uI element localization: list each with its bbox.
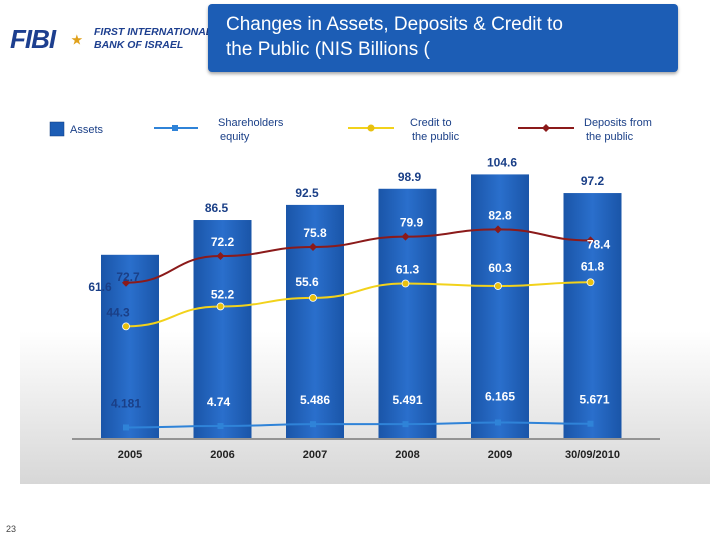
x-tick-label: 2007: [303, 449, 327, 461]
assets-data-label: 92.5: [295, 186, 319, 200]
x-tick-label: 2009: [488, 449, 512, 461]
equity-data-label: 5.486: [300, 393, 330, 407]
page-title: Changes in Assets, Deposits & Credit to …: [226, 12, 666, 62]
equity-data-label: 6.165: [485, 389, 515, 403]
equity-point: [495, 419, 501, 426]
deposits-point: [122, 278, 130, 287]
equity-data-label: 5.671: [579, 393, 609, 407]
logo-line-2: BANK OF ISRAEL: [94, 39, 184, 51]
equity-point: [587, 420, 594, 427]
deposits-data-label: 72.2: [211, 235, 235, 249]
assets-bar: [378, 188, 437, 438]
equity-line: [125, 421, 591, 429]
logo-line-1: FIRST INTERNATIONAL: [94, 26, 213, 38]
legend-credit-marker: [367, 124, 375, 132]
credit-data-label: 60.3: [488, 261, 512, 275]
assets-data-label: 97.2: [581, 174, 605, 188]
deposits-data-label: 79.9: [400, 216, 424, 230]
assets-bar: [286, 204, 344, 438]
legend-deposits-label-1: Deposits from: [584, 117, 652, 129]
header: FIBI ⭑ FIRST INTERNATIONAL BANK OF ISRAE…: [0, 0, 720, 78]
assets-data-label: 104.6: [487, 155, 517, 169]
credit-point: [586, 278, 595, 287]
legend-assets-swatch: [49, 121, 65, 137]
credit-line: [125, 281, 591, 328]
credit-data-label: 61.8: [581, 259, 605, 273]
x-tick-label: 2006: [210, 449, 234, 461]
logo-glyph-icon: ⭑: [72, 29, 82, 49]
equity-point: [123, 424, 129, 431]
credit-data-label: 52.2: [211, 287, 235, 301]
legend-equity-marker: [172, 125, 178, 131]
equity-data-label: 5.491: [392, 393, 422, 407]
deposits-data-label: 75.8: [303, 226, 327, 240]
deposits-line: [125, 228, 591, 284]
logo-mark: FIBI: [10, 24, 56, 54]
x-tick-label: 30/09/2010: [565, 449, 620, 461]
equity-data-label: 4.181: [111, 396, 141, 410]
deposits-data-label: 61.6: [88, 280, 112, 294]
assets-bar: [101, 254, 159, 438]
deposits-point: [586, 236, 595, 245]
legend-deposits-marker: [542, 124, 550, 132]
deposits-data-label: 82.8: [488, 208, 512, 222]
deposits-point: [494, 225, 502, 234]
credit-data-label: 61.3: [396, 263, 420, 277]
equity-point: [217, 423, 224, 430]
assets-bar: [563, 193, 622, 438]
equity-point: [310, 421, 316, 428]
title-line-1: Changes in Assets, Deposits & Credit to: [226, 14, 563, 35]
credit-data-label: 55.6: [295, 275, 319, 289]
credit-point: [216, 302, 225, 311]
equity-data-label: 4.74: [207, 395, 231, 409]
credit-data-label: 44.3: [106, 305, 130, 319]
equity-point: [402, 421, 409, 428]
deposits-point: [216, 252, 225, 261]
x-tick-label: 2005: [118, 449, 142, 461]
x-tick-label: 2008: [395, 449, 419, 461]
credit-point: [309, 293, 317, 302]
legend-equity-label-1: Shareholders: [218, 117, 284, 129]
credit-point: [494, 282, 502, 290]
credit-point: [401, 279, 410, 288]
legend-equity-label-2: equity: [220, 131, 250, 143]
deposits-data-label: 78.4: [587, 237, 611, 251]
deposits-point: [309, 242, 317, 251]
page-number: 23: [6, 524, 17, 534]
deposits-point: [401, 232, 410, 241]
fibi-logo: FIBI ⭑ FIRST INTERNATIONAL BANK OF ISRAE…: [6, 22, 212, 58]
title-box: Changes in Assets, Deposits & Credit to …: [208, 4, 678, 72]
assets-data-label: 98.9: [398, 170, 422, 184]
legend-credit-label-2: the public: [412, 131, 460, 143]
title-line-2: the Public (NIS Billions (: [226, 39, 430, 60]
legend-credit-label-1: Credit to: [410, 117, 452, 129]
legend-deposits-label-2: the public: [586, 131, 634, 143]
legend-assets-label: Assets: [70, 124, 104, 136]
assets-data-label: 72.7: [116, 270, 140, 284]
assets-bar: [471, 174, 529, 438]
credit-point: [122, 322, 130, 331]
assets-data-label: 86.5: [205, 201, 229, 215]
